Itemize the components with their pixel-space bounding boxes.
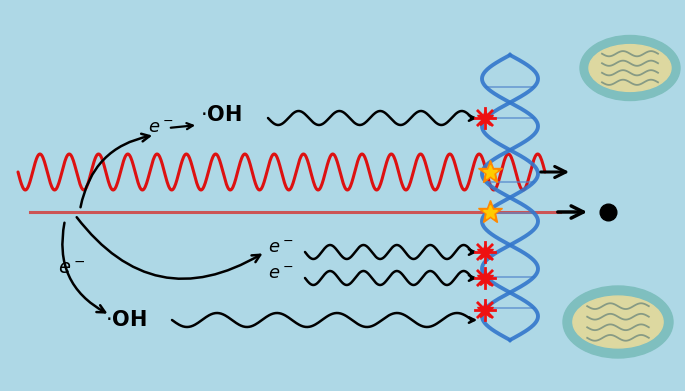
Text: $\cdot$OH: $\cdot$OH	[105, 310, 147, 330]
Text: $e^-$: $e^-$	[148, 119, 173, 137]
Ellipse shape	[580, 36, 680, 100]
Ellipse shape	[573, 296, 663, 348]
Text: $e^-$: $e^-$	[58, 258, 86, 278]
Ellipse shape	[563, 286, 673, 358]
Text: $e^-$: $e^-$	[268, 265, 294, 283]
FancyArrowPatch shape	[77, 217, 260, 279]
Text: $\cdot$OH: $\cdot$OH	[200, 105, 242, 125]
Text: $e^-$: $e^-$	[268, 239, 294, 257]
Ellipse shape	[589, 45, 671, 91]
FancyArrowPatch shape	[62, 223, 105, 312]
FancyArrowPatch shape	[81, 134, 149, 207]
